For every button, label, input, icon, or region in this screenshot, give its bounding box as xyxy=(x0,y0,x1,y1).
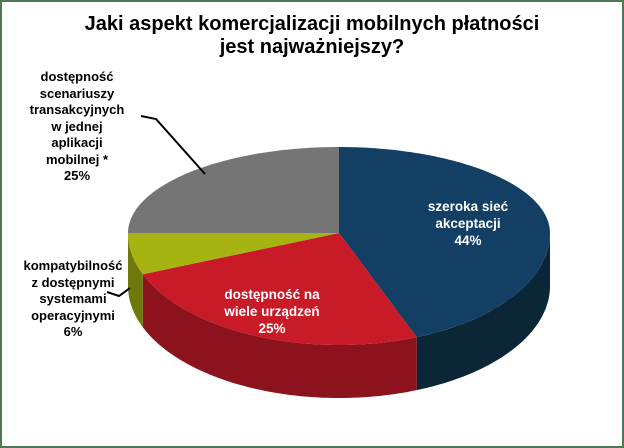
callout-line-gray-segment xyxy=(140,115,206,175)
inside-label-red-segment: dostępność na wiele urządzeń 25% xyxy=(224,287,320,336)
pie-side-szeroka-siec-akceptacji xyxy=(416,233,550,391)
callout-label-olive-segment: kompatybilność z dostępnymi systemami op… xyxy=(23,258,123,339)
inside-label-blue-segment: szeroka sieć akceptacji 44% xyxy=(427,199,509,248)
pie-side-dostepnosc-na-wiele-urzadzen xyxy=(142,274,417,398)
pie-top-dostepnosc-na-wiele-urzadzen xyxy=(142,233,417,345)
pie-top-szeroka-siec-akceptacji xyxy=(339,147,550,338)
pie-side-kompatybilnosc-z-systemami-operacyjnymi xyxy=(128,233,143,328)
chart-title: Jaki aspekt komercjalizacji mobilnych pł… xyxy=(84,13,540,58)
callout-label-gray-segment: dostępność scenariuszy transakcyjnych w … xyxy=(29,69,125,183)
pie-top-kompatybilnosc-z-systemami-operacyjnymi xyxy=(128,233,339,275)
callout-line-olive-segment xyxy=(106,287,131,298)
pie-top-dostepnosc-scenariuszy-transakcyjnych xyxy=(128,147,339,233)
